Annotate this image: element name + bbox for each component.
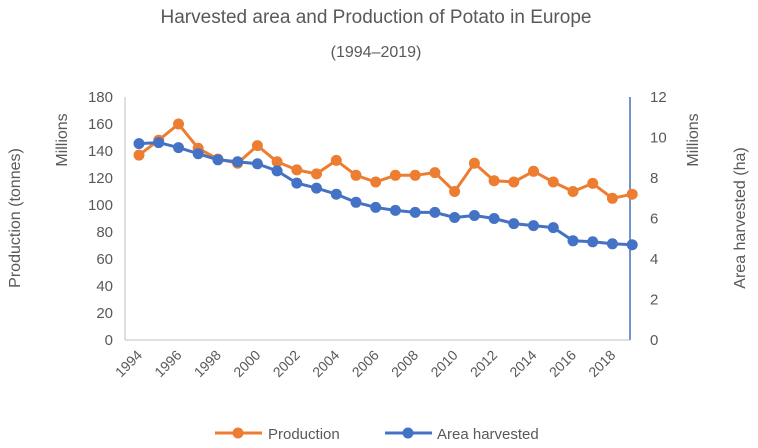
y-right-tick-label: 4 bbox=[650, 251, 658, 268]
production-point bbox=[606, 192, 618, 204]
axes bbox=[124, 97, 631, 341]
area-harvested-point bbox=[488, 213, 500, 224]
y-right-tick-label: 6 bbox=[650, 211, 658, 228]
legend-area-harvested-label: Area harvested bbox=[437, 426, 539, 443]
area-harvested-point bbox=[133, 138, 145, 150]
y-left-tick-label: 140 bbox=[88, 143, 113, 160]
y-left-tick-label: 60 bbox=[96, 251, 113, 268]
area-harvested-point bbox=[192, 148, 204, 160]
area-harvested-point bbox=[251, 158, 263, 170]
production-point bbox=[251, 140, 263, 152]
production-point bbox=[311, 168, 322, 180]
y-right-tick-label: 0 bbox=[650, 332, 658, 349]
legend-production-marker bbox=[232, 427, 244, 439]
production-point bbox=[429, 167, 441, 179]
y-right-tick-label: 10 bbox=[650, 130, 667, 147]
y-left-tick-label: 120 bbox=[88, 170, 113, 187]
production-point bbox=[488, 175, 500, 187]
area-harvested-point bbox=[330, 188, 342, 200]
area-harvested-point bbox=[212, 154, 224, 166]
area-harvested-point bbox=[468, 210, 480, 221]
y-right-unit-label: Millions bbox=[685, 113, 702, 166]
x-tick-label: 1998 bbox=[191, 347, 224, 380]
area-harvested-point bbox=[587, 236, 599, 248]
production-point bbox=[508, 176, 520, 188]
production-point bbox=[468, 157, 480, 169]
production-point bbox=[271, 156, 283, 168]
production-point bbox=[626, 188, 638, 200]
x-tick-label: 1994 bbox=[112, 347, 145, 380]
area-harvested-point bbox=[528, 220, 539, 232]
production-point bbox=[133, 149, 145, 161]
x-tick-label: 2016 bbox=[546, 347, 579, 380]
area-harvested-point bbox=[370, 201, 382, 213]
production-point bbox=[173, 118, 184, 130]
production-point bbox=[370, 176, 382, 188]
chart-subtitle: (1994‒2019) bbox=[331, 44, 422, 61]
legend-production-label: Production bbox=[268, 426, 340, 443]
area-harvested-point bbox=[311, 182, 322, 194]
legend-area-harvested-marker bbox=[402, 427, 414, 439]
production-point bbox=[528, 165, 539, 177]
production-point bbox=[547, 176, 559, 188]
area-harvested-point bbox=[449, 212, 461, 223]
area-harvested-point bbox=[271, 165, 283, 177]
area-harvested-point bbox=[508, 218, 520, 230]
y-left-tick-label: 180 bbox=[88, 89, 113, 106]
production-point bbox=[449, 186, 461, 197]
x-tick-label: 2018 bbox=[585, 347, 618, 380]
production-point bbox=[330, 154, 342, 166]
chart-title: Harvested area and Production of Potato … bbox=[161, 7, 592, 28]
production-point bbox=[409, 169, 421, 181]
x-tick-label: 2004 bbox=[309, 347, 342, 380]
x-tick-label: 2000 bbox=[230, 347, 263, 380]
plot-area bbox=[133, 118, 638, 251]
x-tick-label: 2006 bbox=[348, 347, 381, 380]
y-left-tick-label: 100 bbox=[88, 197, 113, 214]
y-left-unit-label: Millions bbox=[54, 113, 71, 166]
y-right-tick-label: 8 bbox=[650, 170, 658, 187]
x-tick-label: 2014 bbox=[506, 347, 539, 380]
y-right-tick-label: 12 bbox=[650, 89, 667, 106]
y-left-tick-label: 40 bbox=[96, 278, 113, 295]
area-harvested-point bbox=[173, 142, 184, 154]
y-left-axis-title: Production (tonnes) bbox=[7, 148, 24, 288]
area-harvested-point bbox=[429, 206, 441, 218]
area-harvested-point bbox=[153, 137, 165, 149]
production-point bbox=[291, 164, 303, 176]
area-harvested-point bbox=[409, 206, 421, 218]
production-point bbox=[350, 169, 362, 181]
area-harvested-point bbox=[350, 196, 362, 208]
x-tick-label: 1996 bbox=[151, 347, 184, 380]
y-left-tick-label: 80 bbox=[96, 224, 113, 241]
production-point bbox=[587, 177, 599, 189]
area-harvested-point bbox=[626, 239, 638, 251]
area-harvested-point bbox=[389, 204, 401, 216]
area-harvested-point bbox=[232, 156, 244, 168]
area-harvested-point bbox=[567, 235, 579, 247]
y-right-tick-label: 2 bbox=[650, 292, 658, 309]
area-harvested-point bbox=[291, 177, 303, 189]
x-tick-label: 2010 bbox=[427, 347, 460, 380]
area-harvested-point bbox=[547, 222, 559, 234]
legend: Production Area harvested bbox=[215, 426, 539, 443]
y-left-tick-label: 160 bbox=[88, 116, 113, 133]
x-tick-label: 2008 bbox=[388, 347, 421, 380]
production-point bbox=[567, 186, 579, 197]
x-tick-label: 2002 bbox=[270, 347, 303, 380]
y-left-tick-label: 20 bbox=[96, 305, 113, 322]
x-tick-label: 2012 bbox=[467, 347, 500, 380]
y-right-axis-title: Area harvested (ha) bbox=[732, 147, 749, 288]
production-point bbox=[389, 169, 401, 181]
area-harvested-point bbox=[606, 238, 618, 250]
y-left-tick-label: 0 bbox=[105, 332, 113, 349]
